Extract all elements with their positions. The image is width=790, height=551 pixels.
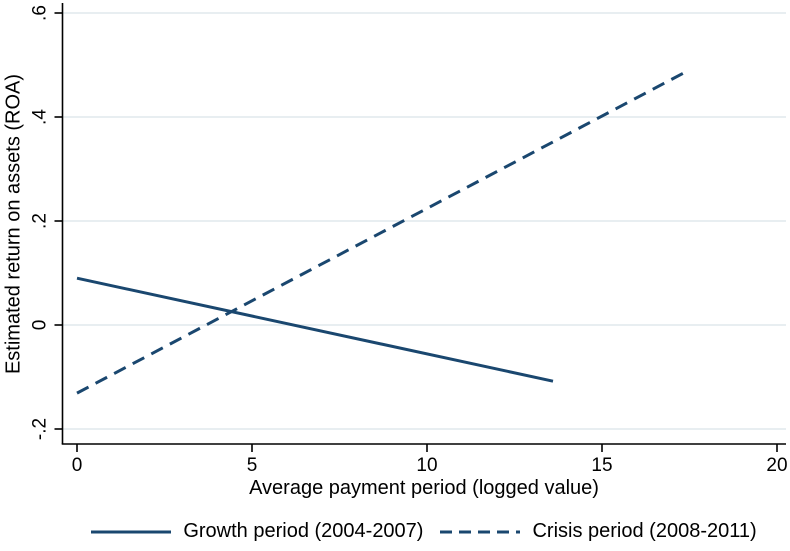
y-tick-label: 0 (30, 320, 51, 331)
y-tick-label: .2 (30, 213, 51, 229)
x-tick-label: 0 (72, 455, 83, 476)
plot-area: -.2 0 .2 .4 .6 0 5 10 15 20 (30, 3, 788, 476)
y-axis-title: Estimated return on assets (ROA) (2, 73, 25, 375)
legend-item-crisis: Crisis period (2008-2011) (440, 520, 757, 543)
x-tick-label: 10 (416, 455, 437, 476)
legend-sample-svg (91, 530, 172, 533)
legend-line-sample-dashed (440, 529, 521, 535)
y-tick-label: .4 (30, 109, 51, 125)
x-tick-label: 5 (247, 455, 258, 476)
legend-label: Growth period (2004-2007) (183, 520, 424, 542)
legend-sample-svg (440, 530, 521, 533)
x-tick-label: 15 (591, 455, 612, 476)
y-tick-label: -.2 (30, 418, 51, 440)
series-line-dashed (76, 70, 687, 395)
legend-label: Crisis period (2008-2011) (532, 520, 757, 542)
x-axis-title: Average payment period (logged value) (249, 477, 599, 499)
x-tick-label: 20 (766, 455, 787, 476)
legend-line-sample-solid (91, 529, 172, 535)
legend-item-growth: Growth period (2004-2007) (91, 520, 423, 543)
series-line-solid (76, 276, 554, 383)
y-tick-label: .6 (30, 5, 51, 21)
legend: Growth period (2004-2007) Crisis period … (62, 520, 786, 543)
